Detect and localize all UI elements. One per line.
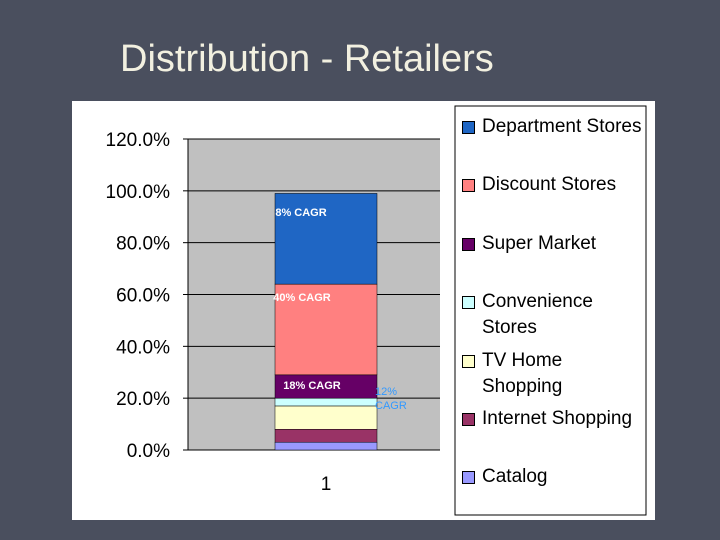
y-tick-label: 100.0% xyxy=(106,182,171,203)
annotation: 18% CAGR xyxy=(283,380,341,392)
annotation: 40% CAGR xyxy=(273,292,331,304)
legend-swatch xyxy=(462,355,475,368)
bar-segment xyxy=(274,397,378,407)
y-tick-label: 60.0% xyxy=(116,286,170,307)
y-tick-label: 0.0% xyxy=(127,441,170,462)
legend-swatch xyxy=(462,179,475,192)
y-tick-label: 120.0% xyxy=(106,130,171,151)
bar-segment xyxy=(274,283,378,376)
y-tick-label: 80.0% xyxy=(116,234,170,255)
legend-label: Discount Stores xyxy=(482,174,617,195)
legend-swatch xyxy=(462,413,475,426)
legend-swatch xyxy=(462,238,475,251)
legend-swatch xyxy=(462,471,475,484)
legend-label: Super Market xyxy=(482,233,597,254)
legend-swatch xyxy=(462,296,475,309)
legend-label: Department Stores xyxy=(482,116,642,137)
bar-segment xyxy=(274,193,378,285)
legend-label: Catalog xyxy=(482,466,548,487)
annotation: 8% CAGR xyxy=(275,207,326,219)
slide-title: Distribution - Retailers xyxy=(120,38,494,80)
legend-label: Internet Shopping xyxy=(482,408,633,429)
legend-box xyxy=(454,105,647,516)
bar-segment xyxy=(274,441,378,451)
legend-swatch xyxy=(462,121,475,134)
legend-label: Convenience Stores xyxy=(482,291,593,338)
annotation: 12% CAGR xyxy=(375,386,407,412)
legend-label: TV Home Shopping xyxy=(482,350,563,397)
y-tick-label: 20.0% xyxy=(116,389,170,410)
y-tick-label: 40.0% xyxy=(116,337,170,358)
x-tick-label: 1 xyxy=(321,474,332,495)
bar-segment xyxy=(274,405,378,430)
bar-segment xyxy=(274,429,378,443)
